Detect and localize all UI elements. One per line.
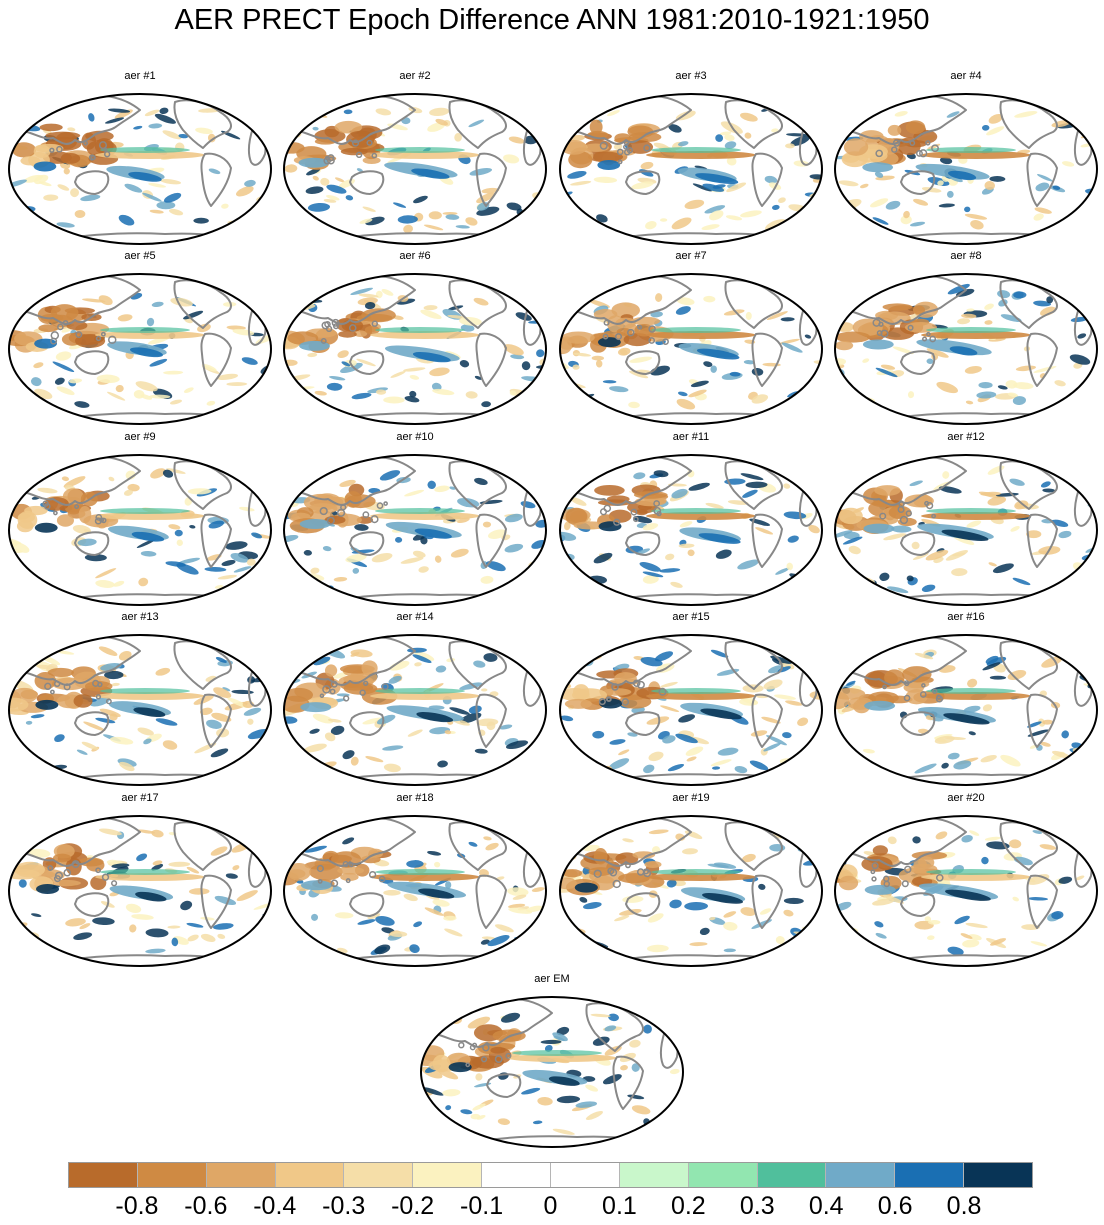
colorbar-tick-label: 0.4 [808, 1192, 844, 1220]
world-map [420, 996, 684, 1148]
colorbar-swatch [619, 1163, 689, 1187]
world-map [8, 454, 272, 606]
panel-label: aer #4 [950, 70, 982, 82]
map-panel: aer #15 [556, 611, 826, 789]
world-map [8, 93, 272, 245]
map-panel: aer #17 [5, 792, 275, 970]
world-map [559, 93, 823, 245]
colorbar-swatch [482, 1163, 552, 1187]
panel-label: aer #1 [124, 70, 156, 82]
colorbar-swatch [69, 1163, 138, 1187]
map-panel: aer #9 [5, 431, 275, 609]
colorbar-swatch [206, 1163, 276, 1187]
colorbar-swatch [826, 1163, 896, 1187]
colorbar-tick-label: -0.8 [115, 1192, 159, 1220]
map-panel: aer #7 [556, 250, 826, 428]
world-map [8, 273, 272, 425]
map-panel: aer #2 [280, 70, 550, 248]
world-map [283, 93, 547, 245]
map-panel: aer #13 [5, 611, 275, 789]
colorbar-tick-label: 0.6 [877, 1192, 913, 1220]
world-map [834, 273, 1098, 425]
map-panel: aer #20 [831, 792, 1101, 970]
world-map [834, 454, 1098, 606]
world-map [8, 634, 272, 786]
map-panel: aer #8 [831, 250, 1101, 428]
panel-label: aer #11 [672, 431, 710, 443]
panel-label: aer #8 [950, 250, 982, 262]
colorbar-swatch [688, 1163, 758, 1187]
world-map [559, 815, 823, 967]
colorbar-tick-label: 0.1 [602, 1192, 637, 1220]
colorbar [68, 1162, 1033, 1188]
map-panel: aer #5 [5, 250, 275, 428]
colorbar-tick-label: 0.3 [739, 1192, 775, 1220]
colorbar-tick-label: -0.2 [391, 1192, 435, 1220]
panel-label: aer #7 [675, 250, 707, 262]
world-map [559, 454, 823, 606]
figure-title: AER PRECT Epoch Difference ANN 1981:2010… [174, 4, 930, 36]
map-panel: aer #10 [280, 431, 550, 609]
world-map [559, 273, 823, 425]
world-map [559, 634, 823, 786]
map-panel: aer #19 [556, 792, 826, 970]
colorbar-swatch [413, 1163, 483, 1187]
colorbar-swatch [757, 1163, 827, 1187]
map-panel: aer EM [417, 973, 687, 1151]
map-panel: aer #3 [556, 70, 826, 248]
map-panel: aer #11 [556, 431, 826, 609]
colorbar-tick-label: -0.4 [253, 1192, 297, 1220]
panel-label: aer #14 [396, 611, 434, 623]
world-map [8, 815, 272, 967]
map-panel: aer #12 [831, 431, 1101, 609]
world-map [283, 634, 547, 786]
colorbar-swatch [895, 1163, 965, 1187]
colorbar-tick-label: 0.2 [670, 1192, 706, 1220]
colorbar-tick-label: -0.6 [184, 1192, 228, 1220]
world-map [834, 634, 1098, 786]
colorbar-swatch [551, 1163, 620, 1187]
map-panel: aer #14 [280, 611, 550, 789]
map-panel: aer #18 [280, 792, 550, 970]
panel-label: aer #19 [672, 792, 710, 804]
colorbar-swatch [275, 1163, 345, 1187]
panel-label: aer #18 [396, 792, 434, 804]
map-panel: aer #4 [831, 70, 1101, 248]
world-map [834, 93, 1098, 245]
colorbar-tick-label: 0 [543, 1192, 558, 1220]
panel-label: aer #9 [124, 431, 156, 443]
panel-label: aer #10 [396, 431, 434, 443]
panel-label: aer #2 [399, 70, 431, 82]
colorbar-swatch [344, 1163, 414, 1187]
colorbar-tick-label: 0.8 [946, 1192, 982, 1220]
panel-label: aer #15 [672, 611, 710, 623]
world-map [283, 815, 547, 967]
colorbar-tick-label: -0.1 [460, 1192, 504, 1220]
world-map [283, 454, 547, 606]
panel-label: aer #20 [947, 792, 985, 804]
panel-label: aer #5 [124, 250, 156, 262]
world-map [283, 273, 547, 425]
map-panel: aer #1 [5, 70, 275, 248]
colorbar-tick-label: -0.3 [322, 1192, 366, 1220]
panel-label: aer #16 [947, 611, 985, 623]
panel-label: aer #3 [675, 70, 707, 82]
world-map [834, 815, 1098, 967]
panel-label: aer #6 [399, 250, 431, 262]
panel-label: aer #17 [121, 792, 159, 804]
panel-label: aer #12 [947, 431, 985, 443]
panel-label: aer EM [534, 973, 570, 985]
map-panel: aer #6 [280, 250, 550, 428]
colorbar-swatch [137, 1163, 207, 1187]
colorbar-swatch [964, 1163, 1033, 1187]
panel-label: aer #13 [121, 611, 159, 623]
map-panel: aer #16 [831, 611, 1101, 789]
